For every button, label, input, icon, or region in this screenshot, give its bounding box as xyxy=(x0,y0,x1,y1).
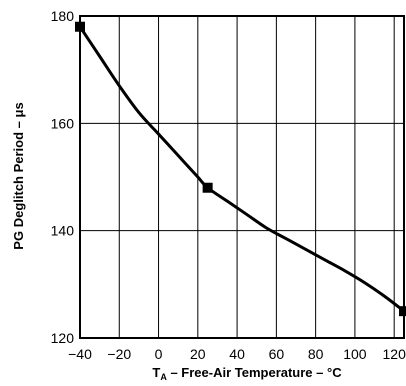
plot-frame xyxy=(79,15,405,339)
y-tick-label: 140 xyxy=(51,223,75,239)
x-tick-label: −20 xyxy=(107,346,131,362)
y-tick-label: 120 xyxy=(51,330,75,346)
y-axis-title: PG Deglitch Period – μs xyxy=(11,102,26,249)
x-tick-label: 80 xyxy=(308,346,324,362)
x-axis-title-main: T xyxy=(152,365,160,380)
x-tick-label: 100 xyxy=(343,346,367,362)
data-marker xyxy=(202,182,213,193)
x-tick-label: 20 xyxy=(190,346,206,362)
data-marker xyxy=(75,21,85,32)
series-markers xyxy=(75,21,406,317)
y-tick-label: 160 xyxy=(51,115,75,131)
grid-lines xyxy=(79,15,404,339)
x-axis-title-rest: – Free-Air Temperature – °C xyxy=(167,365,342,380)
x-tick-labels: −40 −20 0 20 40 60 80 100 120 xyxy=(68,346,406,362)
x-axis-title-subscript: A xyxy=(160,372,167,382)
x-tick-label: −40 xyxy=(68,346,92,362)
series-line xyxy=(78,25,405,313)
x-tick-label: 60 xyxy=(269,346,285,362)
y-tick-label: 180 xyxy=(51,8,75,24)
x-tick-label: 0 xyxy=(155,346,163,362)
x-tick-label: 40 xyxy=(229,346,245,362)
data-marker xyxy=(399,306,406,317)
x-tick-label: 120 xyxy=(383,346,406,362)
x-axis-title: TA – Free-Air Temperature – °C xyxy=(152,365,342,382)
y-tick-labels: 120 140 160 180 xyxy=(51,8,75,346)
